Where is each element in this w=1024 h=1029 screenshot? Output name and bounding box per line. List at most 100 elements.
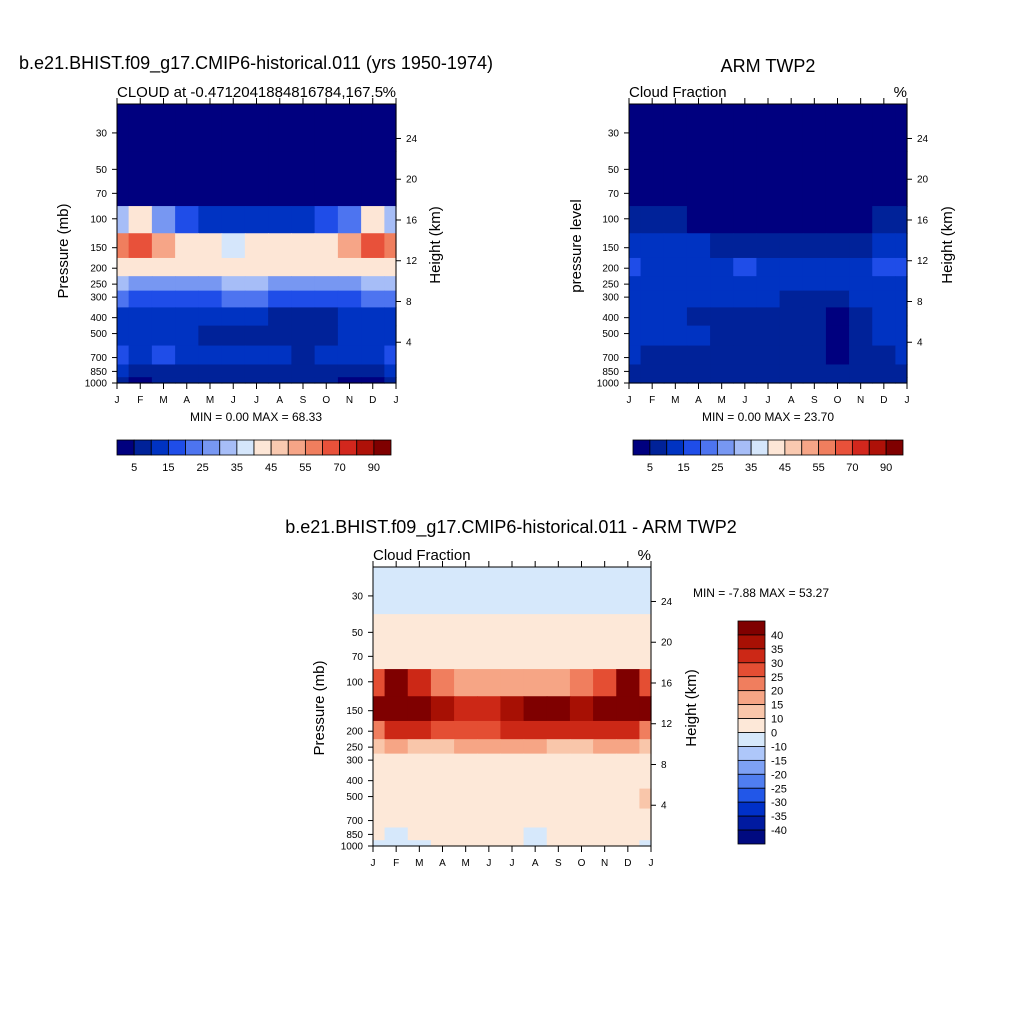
heatmap-cell — [268, 104, 292, 152]
heatmap-cell — [640, 233, 665, 259]
heatmap-cell — [686, 325, 711, 347]
heatmap-cell — [569, 696, 594, 722]
x-tick-label: A — [439, 858, 446, 869]
heatmap-cell — [430, 808, 455, 829]
heatmap-cell — [569, 770, 594, 790]
heatmap-cell — [629, 290, 642, 308]
heatmap-cell — [477, 827, 502, 841]
heatmap-cell — [221, 151, 246, 182]
heatmap-cell — [221, 233, 246, 259]
heatmap-cell — [686, 206, 711, 234]
heatmap-cell — [546, 753, 571, 771]
heatmap-cell — [663, 181, 688, 207]
heatmap-cell — [616, 770, 641, 790]
heatmap-cell — [221, 276, 246, 292]
heatmap-cell — [895, 276, 908, 292]
heatmap-cell — [314, 377, 339, 384]
heatmap-cell — [477, 614, 502, 645]
colorbar-swatch — [716, 439, 735, 456]
heatmap-cell — [361, 151, 385, 182]
heatmap-cell — [373, 614, 386, 645]
heatmap-cell — [825, 364, 850, 378]
heatmap-cell — [756, 290, 781, 308]
colorbar-swatch — [737, 801, 766, 817]
heatmap-cell — [268, 345, 292, 366]
heatmap-cell — [825, 307, 850, 327]
colorbar-swatch — [632, 439, 651, 456]
colorbar-swatch — [885, 439, 904, 456]
colorbar-swatch — [253, 439, 272, 456]
heatmap-cell — [175, 206, 199, 234]
heatmap-cell — [849, 345, 873, 366]
heatmap-cell — [477, 840, 502, 847]
panel-diff-title: b.e21.BHIST.f09_g17.CMIP6-historical.011… — [285, 517, 737, 538]
heatmap-cell — [454, 770, 478, 790]
heatmap-cell — [175, 325, 199, 347]
heatmap-cell — [663, 345, 688, 366]
heatmap-cell — [639, 567, 652, 615]
colorbar-swatch — [818, 439, 836, 456]
heatmap-cell — [314, 151, 339, 182]
heatmap-cell — [895, 151, 908, 182]
x-tick-label: J — [905, 395, 910, 406]
colorbar-label: 20 — [771, 686, 783, 698]
heatmap-cell — [639, 696, 652, 722]
heatmap-cell — [663, 257, 688, 277]
x-tick-label: J — [371, 858, 376, 869]
heatmap-cell — [895, 257, 908, 277]
heatmap-cell — [640, 307, 665, 327]
heatmap-cell — [825, 290, 850, 308]
heatmap-cell — [629, 307, 642, 327]
heatmap-cell — [361, 104, 385, 152]
heatmap-cell — [407, 696, 432, 722]
heatmap-cell — [639, 669, 652, 697]
heatmap-cell — [825, 276, 850, 292]
panel-obs-ylabel-right: Height (km) — [939, 206, 956, 284]
colorbar-swatch — [219, 439, 238, 456]
heatmap-cell — [384, 614, 409, 645]
heatmap-cell — [733, 377, 758, 384]
x-tick-label: O — [322, 395, 330, 406]
x-tick-label: D — [880, 395, 887, 406]
heatmap-cell — [639, 788, 652, 810]
heatmap-cell — [373, 840, 386, 847]
colorbar-label: 40 — [771, 630, 783, 642]
heatmap-cell — [361, 377, 385, 384]
colorbar-label: 45 — [779, 462, 791, 474]
x-tick-label: O — [578, 858, 586, 869]
heatmap-cell — [629, 151, 642, 182]
x-tick-label: A — [695, 395, 702, 406]
heatmap-cell — [640, 181, 665, 207]
colorbar-swatch — [737, 662, 766, 678]
y-tick-label: 1000 — [341, 842, 364, 853]
heatmap-cell — [640, 104, 665, 152]
y-tick-label: 100 — [90, 214, 107, 225]
heatmap-cell — [221, 206, 246, 234]
heatmap-cell — [128, 290, 153, 308]
y-tick-label: 700 — [90, 353, 107, 364]
heatmap-cell — [500, 840, 525, 847]
y-right-tick-label: 24 — [661, 597, 673, 608]
colorbar-label: 35 — [771, 644, 783, 656]
heatmap-cell — [629, 206, 642, 234]
heatmap-cell — [639, 753, 652, 771]
heatmap-cell — [198, 151, 223, 182]
heatmap-cell — [546, 827, 571, 841]
heatmap-cell — [221, 307, 246, 327]
heatmap-cell — [500, 696, 525, 722]
heatmap-cell — [291, 151, 316, 182]
heatmap-cell — [686, 307, 711, 327]
heatmap-cell — [569, 720, 594, 740]
heatmap-cell — [128, 257, 153, 277]
heatmap-cell — [756, 181, 781, 207]
heatmap-cell — [128, 345, 153, 366]
colorbar-swatch — [373, 439, 392, 456]
heatmap-cell — [593, 720, 617, 740]
heatmap-cell — [244, 276, 269, 292]
heatmap-cell — [802, 307, 827, 327]
heatmap-cell — [849, 364, 873, 378]
colorbar-label: -30 — [771, 797, 787, 809]
heatmap-cell — [546, 770, 571, 790]
heatmap-cell — [430, 770, 455, 790]
heatmap-cell — [175, 233, 199, 259]
